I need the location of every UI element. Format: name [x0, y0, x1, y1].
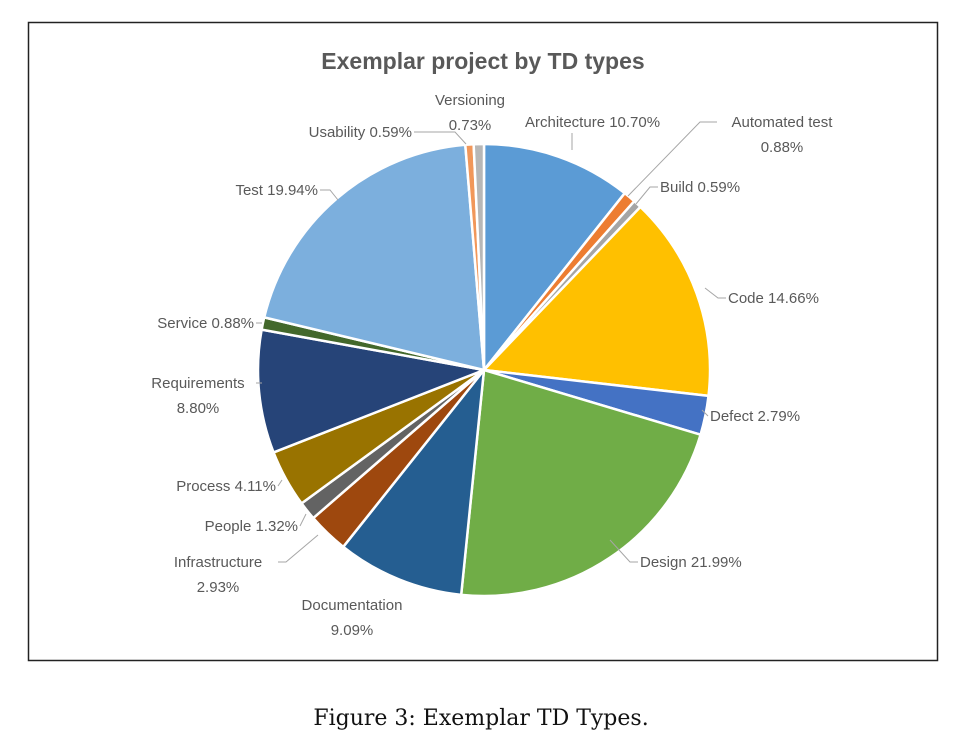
data-label-process: Process 4.11%: [176, 478, 276, 495]
pie-slice-documentation: [342, 368, 486, 597]
slice-labels: Architecture 10.70% Automated test 0.88% Bu…: [151, 92, 833, 639]
figure-caption: Figure 3: Exemplar TD Types.: [313, 706, 648, 731]
pie-slice-design: [459, 368, 702, 598]
data-label-architecture: Architecture 10.70%: [525, 114, 660, 131]
leader-line-infrastructure: [278, 534, 319, 563]
chart-title: Exemplar project by TD types: [321, 48, 644, 74]
leader-line-people: [299, 513, 307, 527]
pie-slice-architecture: [482, 142, 626, 372]
leader-line-build: [635, 186, 658, 205]
data-label-requirements: Requirements 8.80%: [151, 375, 244, 417]
leader-line-automated-test: [627, 121, 717, 197]
leader-line-usability: [414, 131, 467, 145]
data-label-build: Build 0.59%: [660, 179, 740, 196]
pie-slice-code: [482, 205, 712, 398]
pie-slices: [256, 142, 712, 598]
leader-lines: [256, 121, 726, 563]
data-label-defect: Defect 2.79%: [710, 408, 800, 425]
leader-line-defect: [701, 409, 709, 417]
data-label-automated-test: Automated test 0.88%: [732, 114, 834, 156]
data-label-test: Test 19.94%: [235, 182, 318, 199]
data-label-versioning: Versioning 0.73%: [435, 92, 505, 134]
data-label-documentation: Documentation 9.09%: [302, 597, 403, 639]
data-label-design: Design 21.99%: [640, 554, 742, 571]
data-label-service: Service 0.88%: [157, 315, 254, 332]
leader-line-process: [277, 479, 283, 487]
pie-slice-versioning: [472, 142, 486, 372]
leader-line-design: [609, 539, 638, 563]
data-label-code: Code 14.66%: [728, 290, 819, 307]
leader-line-code: [704, 287, 726, 299]
leader-line-test: [320, 189, 339, 201]
data-label-usability: Usability 0.59%: [309, 124, 412, 141]
data-label-people: People 1.32%: [205, 518, 298, 535]
data-label-infrastructure: Infrastructure 2.93%: [174, 554, 262, 596]
